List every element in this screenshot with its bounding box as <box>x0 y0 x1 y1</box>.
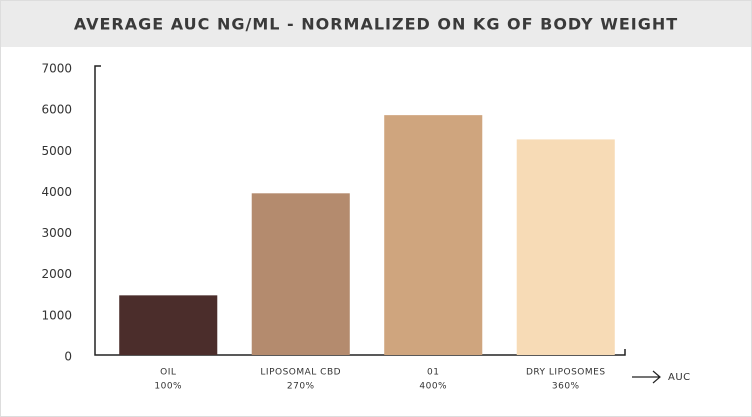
y-tick-label: 1000 <box>41 308 72 322</box>
x-tick-label: OIL <box>160 368 176 378</box>
title-band <box>1 1 751 47</box>
bar <box>119 295 218 355</box>
bar <box>251 193 350 355</box>
bar <box>516 139 615 355</box>
y-tick-label: 2000 <box>41 267 72 281</box>
x-tick-sublabel: 270% <box>287 382 315 392</box>
chart-title: AVERAGE AUC NG/ML - NORMALIZED ON KG OF … <box>74 15 678 34</box>
bar <box>384 115 483 355</box>
y-tick-label: 4000 <box>41 185 72 199</box>
x-tick-label: 01 <box>427 368 439 378</box>
x-axis-label: AUC <box>668 372 691 383</box>
y-tick-label: 0 <box>64 350 72 364</box>
x-tick-label: LIPOSOMAL CBD <box>260 368 341 378</box>
axis-arrow <box>632 370 661 384</box>
x-tick-label: DRY LIPOSOMES <box>526 368 606 378</box>
axes <box>94 65 626 356</box>
y-tick-label: 7000 <box>41 62 72 76</box>
x-tick-sublabel: 360% <box>552 382 580 392</box>
y-tick-label: 5000 <box>41 144 72 158</box>
x-tick-sublabel: 400% <box>419 382 447 392</box>
y-tick-label: 3000 <box>41 226 72 240</box>
y-tick-label: 6000 <box>41 103 72 117</box>
x-tick-sublabel: 100% <box>154 382 182 392</box>
